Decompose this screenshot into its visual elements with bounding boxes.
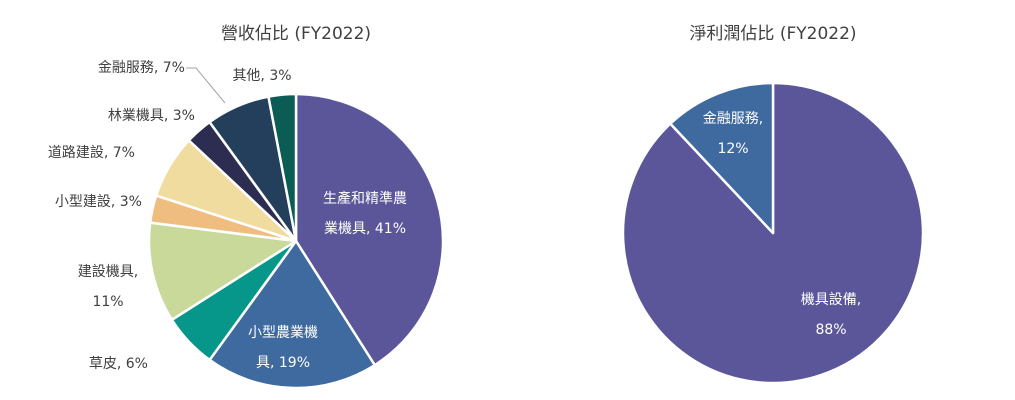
pie-slice <box>621 81 925 385</box>
slice-label: 小型農業機具, 19% <box>248 325 318 371</box>
pie-slice <box>147 221 298 322</box>
slice-label: 草皮, 6% <box>89 356 148 372</box>
slice-label: 金融服務, 12% <box>703 111 763 157</box>
pie-slice <box>208 239 377 390</box>
profit-pie: 機具設備, 88% 金融服務, 12% <box>621 81 925 385</box>
profit-chart-title: 淨利潤佔比 (FY2022) <box>689 24 856 44</box>
slice-label: 林業機具, 3% <box>108 108 195 124</box>
pie-slice <box>267 92 298 243</box>
slice-label: 建設機具, 11% <box>78 264 138 310</box>
slice-label: 小型建設, 3% <box>55 194 142 210</box>
slice-label: 道路建設, 7% <box>48 145 135 161</box>
label-leader-line <box>186 67 226 104</box>
pie-slice <box>669 81 775 235</box>
slice-label: 機具設備, 88% <box>801 292 861 338</box>
revenue-pie: 生產和精準農業機具, 41% 小型農業機具, 19% 草皮, 6% 建設機具, 11% 小… <box>48 60 445 390</box>
slice-label: 其他, 3% <box>232 68 291 84</box>
slice-label: 生產和精準農業機具, 41% <box>323 190 407 237</box>
slice-label: 金融服務, 7% <box>98 60 185 76</box>
revenue-chart-title: 營收佔比 (FY2022) <box>221 24 371 44</box>
